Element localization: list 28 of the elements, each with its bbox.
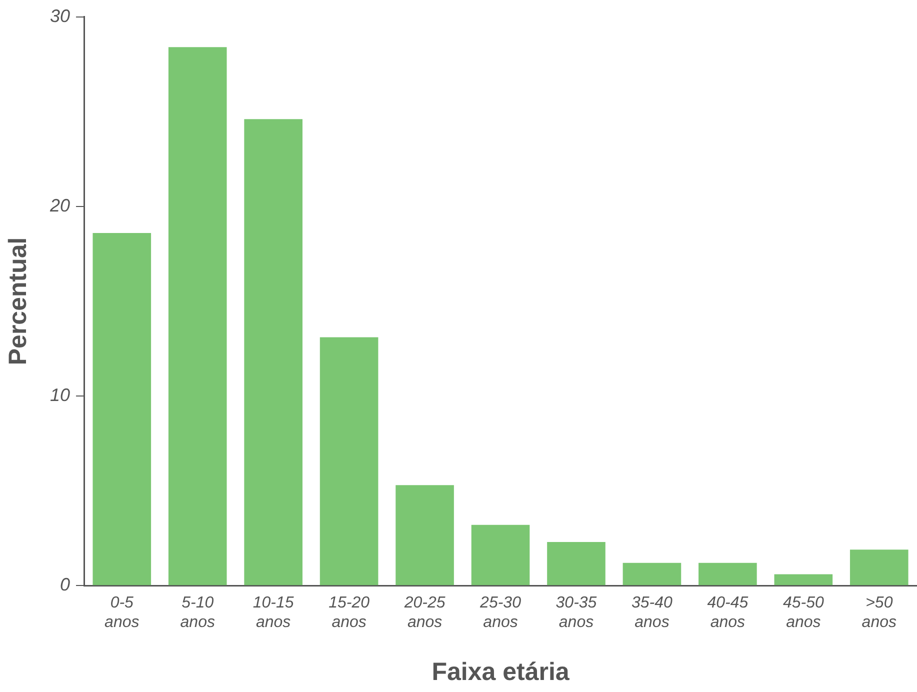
bar	[698, 562, 757, 586]
bar	[547, 542, 606, 586]
x-tick-label: 25-30 anos	[479, 594, 522, 631]
bar	[320, 337, 378, 586]
bar	[244, 119, 302, 586]
bar	[168, 47, 227, 586]
x-tick-label: 35-40 anos	[632, 594, 673, 631]
bar	[622, 562, 682, 586]
bar	[774, 574, 833, 586]
bar	[471, 524, 530, 586]
y-tick-label: 20	[48, 195, 70, 216]
x-tick-label: >50 anos	[862, 594, 896, 631]
bar	[92, 232, 152, 586]
x-tick-label: 45-50 anos	[782, 594, 824, 631]
x-axis-title: Faixa etária	[432, 658, 570, 686]
x-tick-label: 40-45 anos	[707, 594, 748, 631]
x-tick-label: 15-20 anos	[328, 594, 370, 631]
x-tick-label: 0-5 anos	[104, 594, 140, 631]
x-tick-label: 5-10 anos	[180, 594, 215, 631]
y-axis-title: Percentual	[4, 237, 32, 366]
x-tick-label: 30-35 anos	[556, 594, 597, 631]
bar	[850, 550, 908, 586]
y-tick-label: 0	[60, 574, 70, 595]
y-tick-label: 10	[50, 385, 70, 405]
bar	[396, 485, 454, 586]
x-tick-label: 10-15 anos	[252, 594, 294, 631]
y-tick-label: 30	[50, 6, 70, 26]
x-tick-label: 20-25 anos	[403, 594, 446, 631]
